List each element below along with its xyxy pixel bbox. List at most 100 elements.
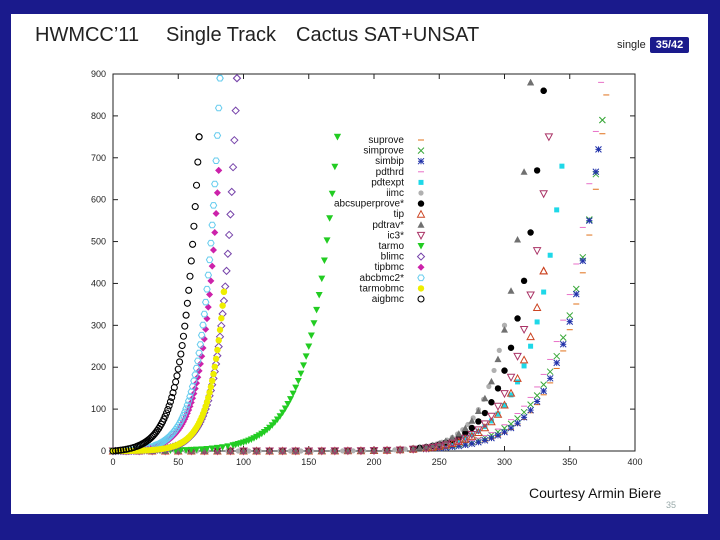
data-point [526, 332, 535, 341]
data-point [313, 306, 321, 314]
data-point [507, 287, 515, 294]
data-point [572, 285, 580, 293]
data-point [253, 447, 261, 454]
data-point [480, 423, 490, 432]
data-point [211, 228, 219, 236]
data-point [278, 447, 287, 456]
data-point [190, 222, 198, 230]
legend-label: tipbmc [375, 262, 404, 273]
data-point [496, 347, 502, 353]
data-point [161, 412, 169, 420]
data-point [158, 438, 167, 446]
data-point [408, 445, 418, 454]
data-point [480, 420, 490, 429]
data-point [317, 447, 327, 456]
data-point [454, 437, 464, 446]
legend-label: blimc [381, 252, 404, 263]
data-point [211, 363, 218, 370]
x-tick-label: 0 [110, 457, 115, 467]
data-point [343, 447, 353, 456]
data-point [187, 446, 195, 454]
legend-marker [416, 209, 426, 218]
data-point [226, 447, 235, 456]
data-point [209, 202, 218, 209]
x-tick-label: 50 [173, 457, 183, 467]
data-point [223, 249, 233, 258]
data-point [287, 448, 294, 454]
data-point [546, 374, 554, 382]
data-point [160, 437, 168, 445]
data-point [541, 289, 547, 295]
data-point [461, 424, 469, 432]
legend-label: pdthrd [376, 167, 404, 178]
data-point [198, 352, 206, 360]
y-tick-label: 700 [91, 153, 106, 163]
data-point [540, 387, 548, 395]
data-point [566, 312, 574, 319]
data-point [500, 400, 509, 409]
data-point [279, 409, 287, 417]
data-point [494, 432, 502, 439]
series-pdtrav [109, 78, 535, 454]
data-point [455, 430, 463, 437]
data-point [304, 447, 314, 456]
data-point [461, 434, 470, 443]
data-point [435, 444, 443, 452]
data-point [183, 299, 191, 307]
legend-label: tarmobmc [360, 283, 404, 294]
data-point [186, 272, 194, 280]
data-point [215, 337, 222, 344]
data-point [572, 290, 580, 298]
data-point [212, 157, 220, 164]
data-point [521, 363, 527, 369]
data-point [520, 168, 528, 175]
data-point [292, 447, 300, 454]
data-point [540, 381, 548, 389]
data-point [402, 446, 408, 452]
legend-marker [418, 190, 424, 196]
legend-marker [417, 157, 425, 165]
data-point [210, 370, 217, 378]
data-point [469, 432, 475, 438]
data-point [176, 358, 184, 366]
data-point [527, 78, 535, 86]
data-point [310, 320, 318, 327]
data-point [474, 427, 483, 436]
data-point [501, 428, 508, 436]
data-point [305, 343, 313, 350]
series-tarmobmc [109, 288, 228, 455]
data-point [191, 203, 199, 211]
series-ic3 [108, 133, 554, 456]
series-pdthrd [110, 81, 605, 452]
data-point [559, 163, 565, 169]
data-point [500, 390, 509, 399]
data-point [246, 448, 252, 454]
data-point [468, 417, 476, 424]
data-point [527, 406, 534, 414]
data-point [220, 288, 228, 296]
y-tick-label: 200 [91, 362, 106, 372]
slide-frame: HWMCC’11 Single Track Cactus SAT+UNSAT s… [11, 14, 708, 514]
data-point [208, 377, 216, 385]
data-point [189, 240, 197, 248]
data-point [488, 418, 494, 424]
data-point [173, 424, 181, 431]
data-point [486, 383, 492, 390]
data-point [382, 446, 392, 455]
section-label: single [617, 39, 646, 51]
credit-text: Courtesy Armin Biere [529, 485, 662, 501]
data-point [350, 448, 356, 454]
competition-title: HWMCC’11 [35, 24, 140, 46]
data-point [182, 447, 190, 454]
data-point [300, 362, 308, 369]
data-point [540, 87, 547, 94]
x-tick-label: 300 [497, 457, 512, 467]
data-point [194, 357, 202, 365]
data-point [161, 436, 169, 444]
data-point [230, 135, 239, 145]
data-point [533, 167, 541, 174]
data-point [114, 446, 122, 455]
data-point [211, 180, 219, 188]
data-point [208, 445, 216, 452]
data-point [214, 104, 223, 112]
